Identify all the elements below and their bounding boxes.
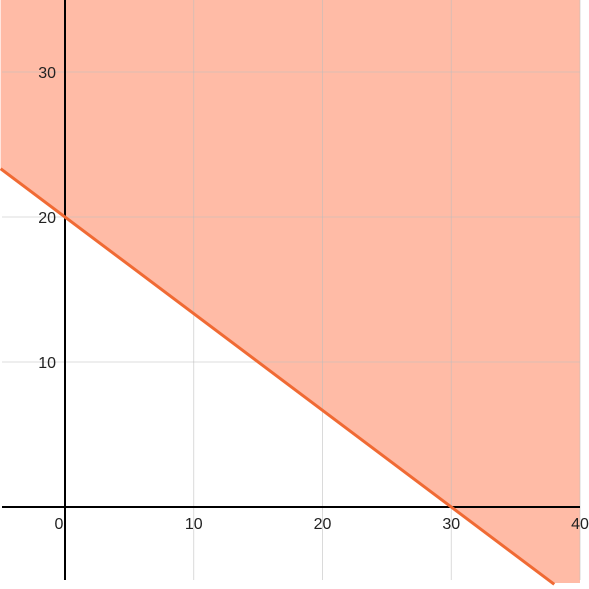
shaded-region xyxy=(0,0,580,585)
boundary-line xyxy=(0,167,556,586)
x-tick-label-40: 40 xyxy=(571,516,589,533)
x-tick-label-30: 30 xyxy=(442,516,460,533)
x-tick-label-20: 20 xyxy=(314,516,332,533)
y-tick-label-30: 30 xyxy=(38,65,56,82)
x-tick-label-10: 10 xyxy=(185,516,203,533)
x-tick-label-0: 0 xyxy=(55,516,64,533)
y-tick-label-20: 20 xyxy=(38,210,56,227)
y-tick-label-10: 10 xyxy=(38,355,56,372)
